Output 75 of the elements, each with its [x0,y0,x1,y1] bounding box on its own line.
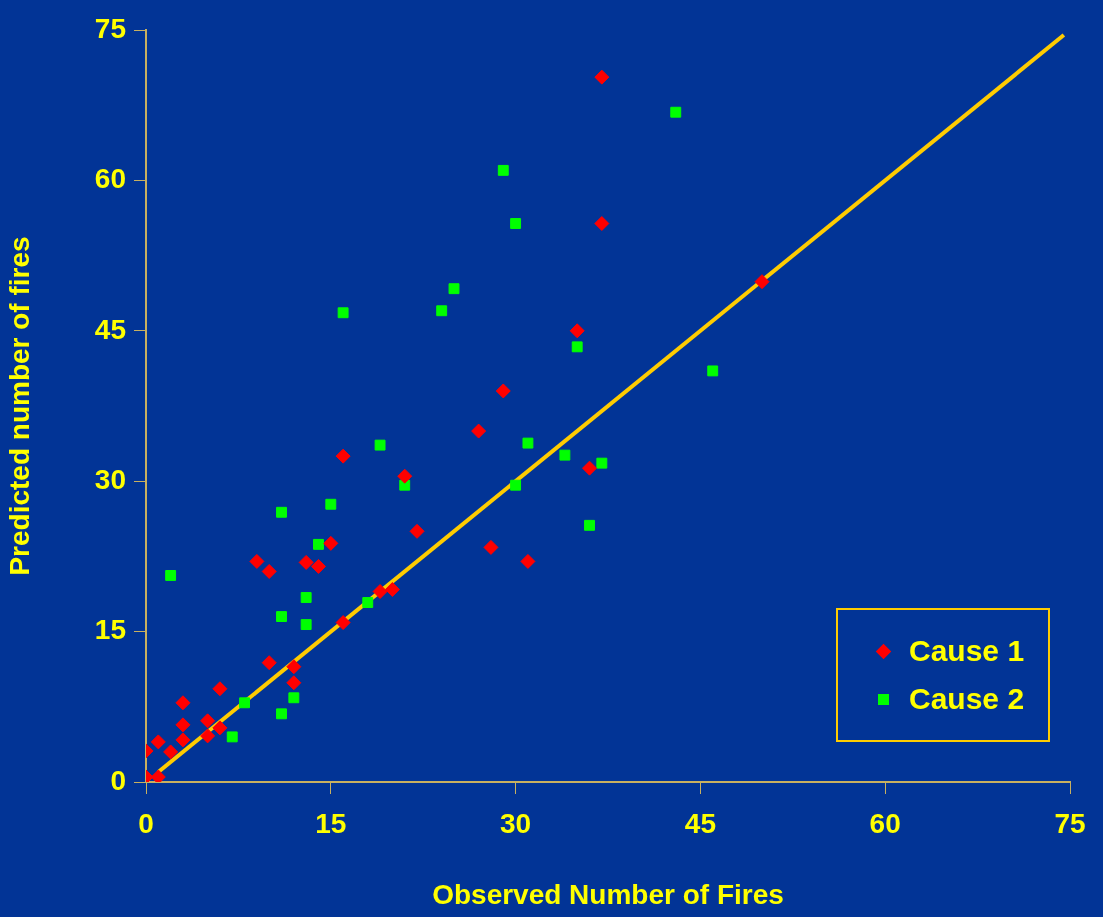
point [163,744,179,760]
point [362,597,374,608]
point [300,592,312,603]
point [569,323,585,339]
x-tick-label: 60 [869,807,901,839]
point [522,437,534,449]
y-tick-label: 75 [94,12,126,44]
point [313,538,324,550]
point [409,523,425,539]
point [571,341,583,353]
point [150,734,166,750]
point [249,553,265,569]
point [495,383,511,399]
point [239,697,251,709]
point [436,305,448,317]
point [471,423,487,439]
point [175,695,191,711]
point [335,448,351,464]
point [754,274,770,290]
point [286,675,302,691]
y-tick-label: 45 [94,313,126,345]
point [261,655,277,671]
point [510,218,522,229]
point [510,479,522,491]
x-tick-label: 30 [500,807,532,839]
point [200,728,216,744]
legend-label: Cause 1 [909,634,1025,668]
point [276,611,287,623]
x-axis-title: Observed Number of Fires [432,878,784,910]
point [483,539,499,555]
point [298,554,314,570]
point [335,615,351,631]
point [165,570,177,581]
point [584,519,595,531]
point [276,708,287,720]
point [300,619,312,631]
y-tick-label: 60 [94,163,126,195]
point [286,659,302,675]
y-tick-label: 0 [110,764,126,796]
point [397,468,413,484]
y-axis-title: Predicted number of fires [3,236,35,576]
y-tick-label: 30 [94,463,126,495]
point [559,449,571,461]
point [670,106,682,118]
point [372,583,388,599]
point [212,681,228,697]
point [596,457,608,469]
point [707,365,719,377]
point [337,307,349,319]
point [288,692,300,704]
point [261,563,277,579]
point [374,439,386,451]
point [384,581,400,597]
x-tick-label: 45 [684,807,716,839]
point [323,535,339,551]
point [582,460,598,476]
point [448,283,460,295]
point [497,164,509,176]
point [594,69,610,85]
point [310,558,326,574]
point [150,769,166,782]
point [520,553,536,569]
point [175,732,191,748]
point [175,717,191,733]
legend-label: Cause 2 [909,682,1025,716]
x-tick-label: 0 [138,807,154,839]
point [226,731,238,743]
x-tick-label: 15 [315,807,347,839]
point [594,216,610,232]
y-tick-label: 15 [94,614,126,646]
point [212,720,228,736]
point [200,713,216,729]
point [325,498,337,510]
point [276,506,287,518]
x-tick-label: 75 [1054,807,1086,839]
